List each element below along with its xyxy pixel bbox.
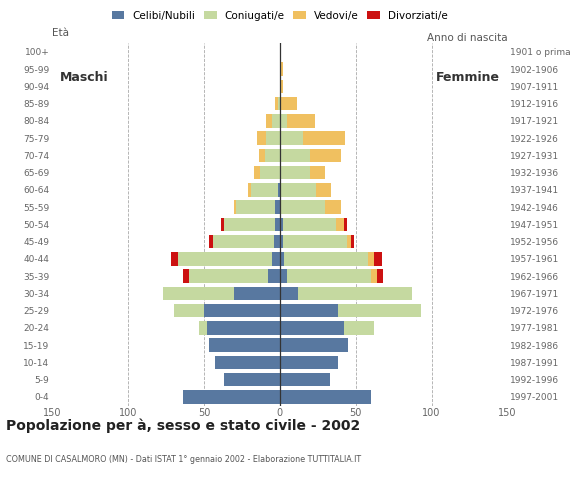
Bar [266, 114, 272, 128]
Text: COMUNE DI CASALMORO (MN) - Dati ISTAT 1° gennaio 2002 - Elaborazione TUTTITALIA.: COMUNE DI CASALMORO (MN) - Dati ISTAT 1°… [6, 455, 361, 464]
Bar [351, 235, 354, 248]
Bar [224, 373, 280, 386]
Bar [257, 132, 266, 145]
Bar [280, 132, 303, 145]
Bar [347, 235, 351, 248]
Bar [284, 252, 368, 265]
Bar [183, 269, 189, 283]
Bar [280, 183, 316, 197]
Bar [298, 287, 412, 300]
Bar [259, 149, 264, 162]
Bar [276, 201, 280, 214]
Bar [173, 304, 204, 317]
Bar [278, 97, 280, 110]
Bar [310, 149, 340, 162]
Bar [268, 269, 280, 283]
Bar [280, 235, 283, 248]
Legend: Celibi/Nubili, Coniugati/e, Vedovi/e, Divorziati/e: Celibi/Nubili, Coniugati/e, Vedovi/e, Di… [110, 9, 449, 23]
Bar [280, 252, 284, 265]
Bar [310, 166, 325, 180]
Bar [276, 97, 278, 110]
Bar [274, 235, 280, 248]
Bar [343, 321, 374, 335]
Bar [209, 235, 213, 248]
Bar [213, 235, 274, 248]
Bar [281, 97, 296, 110]
Bar [280, 338, 348, 352]
Bar [368, 252, 374, 265]
Bar [280, 304, 338, 317]
Bar [377, 269, 383, 283]
Bar [280, 166, 310, 180]
Bar [316, 183, 331, 197]
Bar [163, 287, 234, 300]
Bar [276, 217, 280, 231]
Text: Femmine: Femmine [436, 71, 500, 84]
Bar [278, 183, 280, 197]
Bar [280, 97, 281, 110]
Bar [283, 217, 336, 231]
Bar [224, 217, 276, 231]
Bar [283, 235, 347, 248]
Bar [280, 321, 343, 335]
Bar [272, 252, 280, 265]
Bar [280, 201, 325, 214]
Bar [236, 201, 276, 214]
Bar [178, 252, 272, 265]
Bar [280, 62, 283, 76]
Bar [204, 304, 280, 317]
Bar [280, 114, 288, 128]
Text: Popolazione per à, sesso e stato civile - 2002: Popolazione per à, sesso e stato civile … [6, 418, 360, 432]
Bar [371, 269, 377, 283]
Bar [200, 321, 207, 335]
Bar [234, 201, 236, 214]
Bar [280, 287, 298, 300]
Bar [207, 321, 280, 335]
Bar [280, 356, 338, 369]
Bar [215, 356, 280, 369]
Bar [280, 80, 283, 93]
Bar [189, 269, 268, 283]
Bar [374, 252, 382, 265]
Bar [220, 217, 224, 231]
Bar [264, 149, 280, 162]
Bar [183, 390, 280, 404]
Bar [272, 114, 280, 128]
Bar [171, 252, 178, 265]
Bar [280, 269, 288, 283]
Bar [260, 166, 280, 180]
Bar [280, 373, 330, 386]
Bar [266, 132, 280, 145]
Text: Maschi: Maschi [60, 71, 108, 84]
Bar [280, 390, 371, 404]
Bar [336, 217, 343, 231]
Bar [325, 201, 340, 214]
Text: Anno di nascita: Anno di nascita [427, 33, 508, 43]
Bar [303, 132, 345, 145]
Bar [251, 183, 278, 197]
Bar [254, 166, 260, 180]
Bar [288, 269, 371, 283]
Bar [248, 183, 251, 197]
Bar [343, 217, 347, 231]
Bar [288, 114, 315, 128]
Bar [338, 304, 421, 317]
Bar [234, 287, 280, 300]
Text: Età: Età [52, 28, 69, 38]
Bar [280, 149, 310, 162]
Bar [209, 338, 280, 352]
Bar [280, 217, 283, 231]
